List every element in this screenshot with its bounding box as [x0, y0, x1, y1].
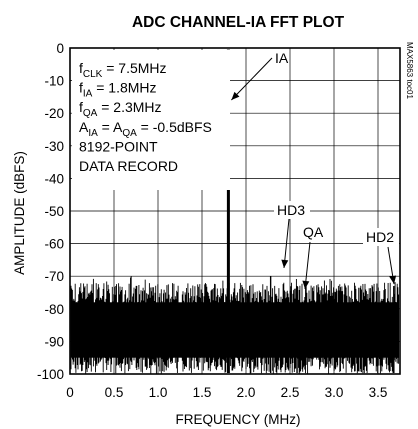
y-tick-label: -10: [44, 74, 64, 89]
noise-floor: [70, 276, 400, 374]
annotation-arrow: [283, 218, 290, 269]
y-tick-label: -50: [44, 204, 64, 219]
y-tick-label: 0: [56, 41, 64, 56]
x-tick-label: 3.0: [325, 385, 344, 400]
x-tick-label: 2.0: [237, 385, 256, 400]
y-tick-label: -90: [44, 334, 64, 349]
x-tick-label: 0: [66, 385, 74, 400]
x-axis-label: FREQUENCY (MHz): [175, 412, 300, 427]
annotation-arrow: [231, 57, 273, 101]
y-axis-label: AMPLITUDE (dBFS): [12, 151, 27, 275]
peak-markers: IA HD3 QA HD2: [226, 49, 399, 373]
y-tick-label: -60: [44, 237, 64, 252]
peak-label-qa: QA: [303, 224, 324, 240]
condition-line: 8192-POINT: [79, 138, 158, 154]
arrowhead: [389, 275, 397, 284]
condition-line: DATA RECORD: [79, 158, 178, 174]
y-tick-label: -30: [44, 139, 64, 154]
y-tick-label: -100: [37, 367, 64, 382]
x-tick-label: 1.5: [193, 385, 212, 400]
x-tick-labels: 0 0.5 1.0 1.5 2.0 2.5 3.0 3.5: [66, 385, 387, 400]
x-tick-label: 2.5: [281, 385, 300, 400]
condition-line: AIA = AQA = -0.5dBFS: [79, 119, 212, 139]
side-label: MAX5863 toc01: [405, 42, 414, 99]
condition-line: fQA = 2.3MHz: [79, 99, 162, 119]
y-tick-label: -40: [44, 171, 64, 186]
peak-label-ia: IA: [275, 50, 289, 66]
x-tick-label: 0.5: [105, 385, 124, 400]
noise-band: [71, 302, 399, 358]
y-tick-label: -80: [44, 302, 64, 317]
peak-label-hd2: HD2: [366, 229, 394, 245]
y-tick-label: -70: [44, 269, 64, 284]
arrowhead: [231, 91, 240, 100]
chart-title: ADC CHANNEL-IA FFT PLOT: [132, 14, 345, 31]
plot-frame: [69, 47, 401, 375]
peak-label-hd3: HD3: [277, 202, 305, 218]
condition-line: fIA = 1.8MHz: [79, 80, 157, 100]
x-tick-label: 1.0: [149, 385, 168, 400]
y-tick-label: -20: [44, 106, 64, 121]
y-tick-labels: 0 -10 -20 -30 -40 -50 -60 -70 -80 -90 -100: [37, 41, 64, 382]
arrowhead: [302, 280, 310, 289]
condition-line: fCLK = 7.5MHz: [79, 60, 167, 80]
x-tick-label: 3.5: [369, 385, 388, 400]
arrowhead: [281, 259, 289, 268]
